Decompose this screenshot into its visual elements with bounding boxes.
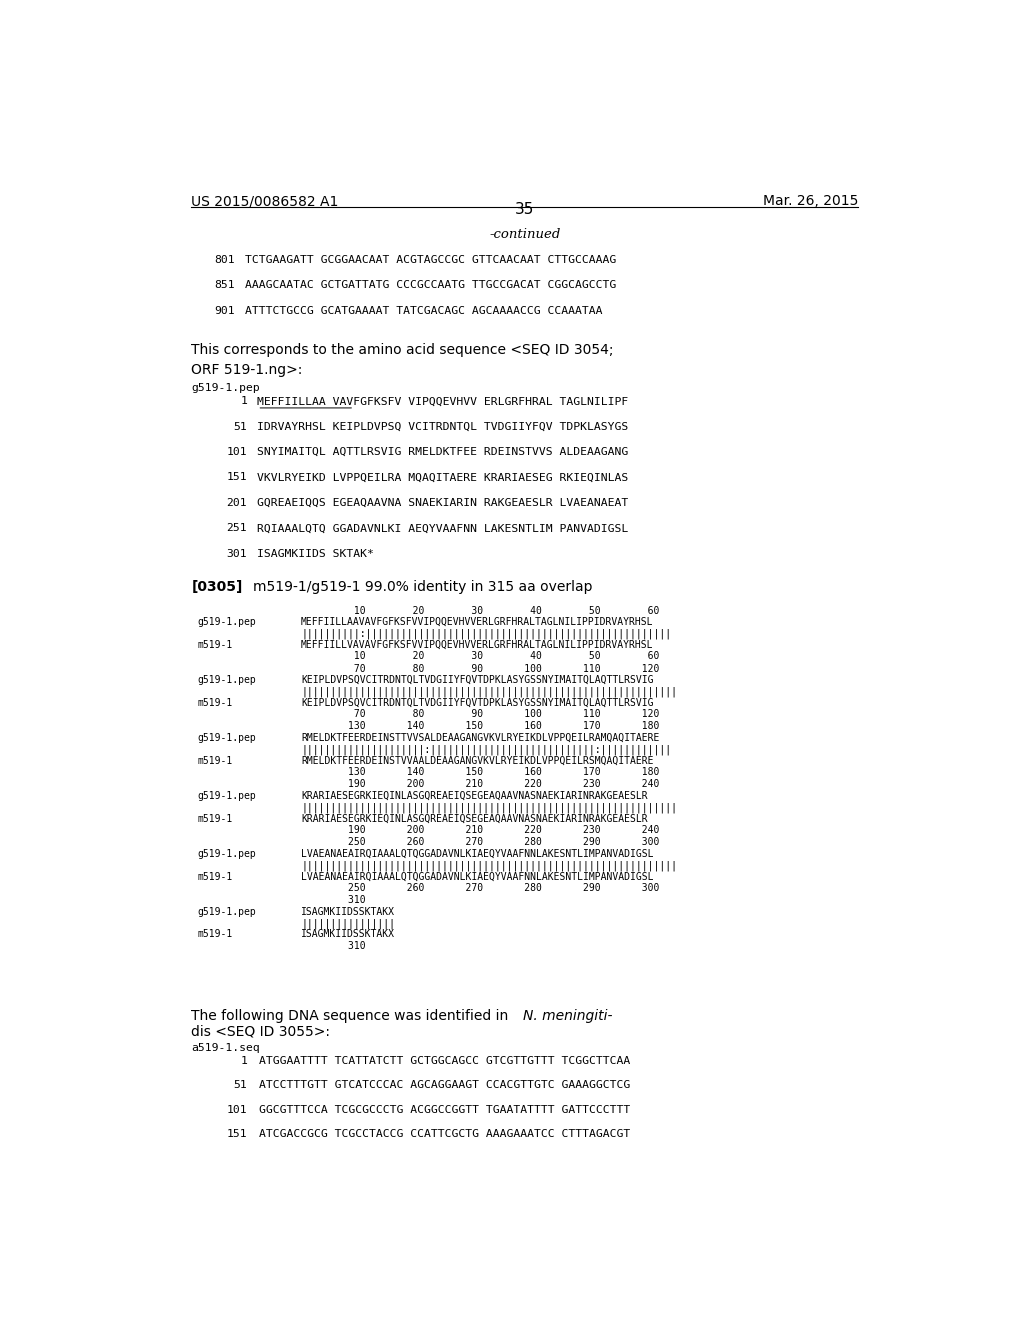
Text: MEFFIILLVAVAVFGFKSFVVIPQQEVHVVERLGRFHRALTAGLNILIPPIDRVAYRHSL: MEFFIILLVAVAVFGFKSFVVIPQQEVHVVERLGRFHRAL… bbox=[301, 640, 653, 649]
Text: ||||||||||||||||: |||||||||||||||| bbox=[301, 917, 395, 928]
Text: 101: 101 bbox=[226, 447, 247, 457]
Text: m519-1: m519-1 bbox=[198, 755, 233, 766]
Text: 1: 1 bbox=[241, 1056, 247, 1065]
Text: MEFFIILLAAVAVFGFKSFVVIPQQEVHVVERLGRFHRALTAGLNILIPPIDRVAYRHSL: MEFFIILLAAVAVFGFKSFVVIPQQEVHVVERLGRFHRAL… bbox=[301, 616, 653, 627]
Text: ATCCTTTGTT GTCATCCCAC AGCAGGAAGT CCACGTTGTC GAAAGGCTCG: ATCCTTTGTT GTCATCCCAC AGCAGGAAGT CCACGTT… bbox=[259, 1080, 630, 1090]
Text: g519-1.pep: g519-1.pep bbox=[191, 383, 260, 393]
Text: RMELDKTFEERDEINSTVVAALDEAAGANGVKVLRYEIKDLVPPQEILRSMQAQITAERE: RMELDKTFEERDEINSTVVAALDEAAGANGVKVLRYEIKD… bbox=[301, 755, 653, 766]
Text: [0305]: [0305] bbox=[191, 581, 243, 594]
Text: LVAEANAEAIRQIAAALQTQGGADAVNLKIAEQYVAAFNNLAKESNTLIMPANVADIGSL: LVAEANAEAIRQIAAALQTQGGADAVNLKIAEQYVAAFNN… bbox=[301, 849, 653, 859]
Text: 70        80        90       100       110       120: 70 80 90 100 110 120 bbox=[301, 709, 659, 719]
Text: |||||||||||||||||||||:||||||||||||||||||||||||||||:||||||||||||: |||||||||||||||||||||:||||||||||||||||||… bbox=[301, 744, 671, 755]
Text: TCTGAAGATT GCGGAACAAT ACGTAGCCGC GTTCAACAAT CTTGCCAAAG: TCTGAAGATT GCGGAACAAT ACGTAGCCGC GTTCAAC… bbox=[246, 255, 616, 265]
Text: 201: 201 bbox=[226, 498, 247, 508]
Text: g519-1.pep: g519-1.pep bbox=[198, 791, 257, 801]
Text: 190       200       210       220       230       240: 190 200 210 220 230 240 bbox=[301, 825, 659, 836]
Text: 10        20        30        40        50        60: 10 20 30 40 50 60 bbox=[301, 606, 659, 615]
Text: RMELDKTFEERDEINSTTVVSALDEAAGANGVKVLRYEIKDLVPPQEILRAMQAQITAERE: RMELDKTFEERDEINSTTVVSALDEAAGANGVKVLRYEIK… bbox=[301, 733, 659, 743]
Text: 101: 101 bbox=[226, 1105, 247, 1114]
Text: KRARIAESEGRKIEQINLASGQREAEIQSEGEAQAAVNASNAEKIARINRAKGEAESLR: KRARIAESEGRKIEQINLASGQREAEIQSEGEAQAAVNAS… bbox=[301, 791, 647, 801]
Text: 1: 1 bbox=[241, 396, 247, 407]
Text: ||||||||||||||||||||||||||||||||||||||||||||||||||||||||||||||||: ||||||||||||||||||||||||||||||||||||||||… bbox=[301, 803, 677, 813]
Text: 250       260       270       280       290       300: 250 260 270 280 290 300 bbox=[301, 883, 659, 892]
Text: The following DNA sequence was identified in: The following DNA sequence was identifie… bbox=[191, 1008, 513, 1023]
Text: m519-1: m519-1 bbox=[198, 871, 233, 882]
Text: ATTTCTGCCG GCATGAAAAT TATCGACAGC AGCAAAACCG CCAAATAA: ATTTCTGCCG GCATGAAAAT TATCGACAGC AGCAAAA… bbox=[246, 306, 603, 315]
Text: SNYIMAITQL AQTTLRSVIG RMELDKTFEE RDEINSTVVS ALDEAAGANG: SNYIMAITQL AQTTLRSVIG RMELDKTFEE RDEINST… bbox=[257, 447, 629, 457]
Text: 310: 310 bbox=[301, 895, 366, 906]
Text: 130       140       150       160       170       180: 130 140 150 160 170 180 bbox=[301, 767, 659, 777]
Text: 251: 251 bbox=[226, 523, 247, 533]
Text: 51: 51 bbox=[233, 421, 247, 432]
Text: ATCGACCGCG TCGCCTACCG CCATTCGCTG AAAGAAATCC CTTTAGACGT: ATCGACCGCG TCGCCTACCG CCATTCGCTG AAAGAAA… bbox=[259, 1129, 630, 1139]
Text: g519-1.pep: g519-1.pep bbox=[198, 849, 257, 859]
Text: This corresponds to the amino acid sequence <SEQ ID 3054;
ORF 519-1.ng>:: This corresponds to the amino acid seque… bbox=[191, 343, 614, 378]
Text: g519-1.pep: g519-1.pep bbox=[198, 616, 257, 627]
Text: 851: 851 bbox=[214, 280, 236, 290]
Text: m519-1: m519-1 bbox=[198, 698, 233, 708]
Text: ||||||||||:||||||||||||||||||||||||||||||||||||||||||||||||||||: ||||||||||:|||||||||||||||||||||||||||||… bbox=[301, 628, 671, 639]
Text: ATGGAATTTT TCATTATCTT GCTGGCAGCC GTCGTTGTTT TCGGCTTCAA: ATGGAATTTT TCATTATCTT GCTGGCAGCC GTCGTTG… bbox=[259, 1056, 630, 1065]
Text: 70        80        90       100       110       120: 70 80 90 100 110 120 bbox=[301, 664, 659, 673]
Text: 151: 151 bbox=[226, 1129, 247, 1139]
Text: Mar. 26, 2015: Mar. 26, 2015 bbox=[763, 194, 858, 209]
Text: KEIPLDVPSQVCITRDNTQLTVDGIIYFQVTDPKLASYGSSNYIMAITQLAQTTLRSVIG: KEIPLDVPSQVCITRDNTQLTVDGIIYFQVTDPKLASYGS… bbox=[301, 698, 653, 708]
Text: 35: 35 bbox=[515, 202, 535, 216]
Text: MEFFIILLAA VAVFGFKSFV VIPQQEVHVV ERLGRFHRAL TAGLNILIPF: MEFFIILLAA VAVFGFKSFV VIPQQEVHVV ERLGRFH… bbox=[257, 396, 629, 407]
Text: KEIPLDVPSQVCITRDNTQLTVDGIIYFQVTDPKLASYGSSNYIMAITQLAQTTLRSVIG: KEIPLDVPSQVCITRDNTQLTVDGIIYFQVTDPKLASYGS… bbox=[301, 675, 653, 685]
Text: m519-1: m519-1 bbox=[198, 640, 233, 649]
Text: ||||||||||||||||||||||||||||||||||||||||||||||||||||||||||||||||: ||||||||||||||||||||||||||||||||||||||||… bbox=[301, 861, 677, 871]
Text: 250       260       270       280       290       300: 250 260 270 280 290 300 bbox=[301, 837, 659, 847]
Text: VKVLRYEIKD LVPPQEILRA MQAQITAERE KRARIAESEG RKIEQINLAS: VKVLRYEIKD LVPPQEILRA MQAQITAERE KRARIAE… bbox=[257, 473, 629, 483]
Text: GGCGTTTCCA TCGCGCCCTG ACGGCCGGTT TGAATATTTT GATTCCCTTT: GGCGTTTCCA TCGCGCCCTG ACGGCCGGTT TGAATAT… bbox=[259, 1105, 630, 1114]
Text: 310: 310 bbox=[301, 941, 366, 950]
Text: m519-1/g519-1 99.0% identity in 315 aa overlap: m519-1/g519-1 99.0% identity in 315 aa o… bbox=[253, 581, 592, 594]
Text: 901: 901 bbox=[214, 306, 236, 315]
Text: LVAEANAEAIRQIAAALQTQGGADAVNLKIAEQYVAAFNNLAKESNTLIMPANVADIGSL: LVAEANAEAIRQIAAALQTQGGADAVNLKIAEQYVAAFNN… bbox=[301, 871, 653, 882]
Text: 10        20        30        40        50        60: 10 20 30 40 50 60 bbox=[301, 651, 659, 661]
Text: g519-1.pep: g519-1.pep bbox=[198, 907, 257, 916]
Text: m519-1: m519-1 bbox=[198, 929, 233, 940]
Text: -continued: -continued bbox=[489, 227, 560, 240]
Text: ISAGMKIIDSSKTAKX: ISAGMKIIDSSKTAKX bbox=[301, 929, 395, 940]
Text: g519-1.pep: g519-1.pep bbox=[198, 733, 257, 743]
Text: 151: 151 bbox=[226, 473, 247, 483]
Text: m519-1: m519-1 bbox=[198, 813, 233, 824]
Text: 130       140       150       160       170       180: 130 140 150 160 170 180 bbox=[301, 722, 659, 731]
Text: 801: 801 bbox=[214, 255, 236, 265]
Text: dis <SEQ ID 3055>:: dis <SEQ ID 3055>: bbox=[191, 1024, 331, 1039]
Text: AAAGCAATAC GCTGATTATG CCCGCCAATG TTGCCGACAT CGGCAGCCTG: AAAGCAATAC GCTGATTATG CCCGCCAATG TTGCCGA… bbox=[246, 280, 616, 290]
Text: US 2015/0086582 A1: US 2015/0086582 A1 bbox=[191, 194, 339, 209]
Text: ISAGMKIIDSSKTAKX: ISAGMKIIDSSKTAKX bbox=[301, 907, 395, 916]
Text: KRARIAESEGRKIEQINLASGQREAEIQSEGEAQAAVNASNAEKIARINRAKGEAESLR: KRARIAESEGRKIEQINLASGQREAEIQSEGEAQAAVNAS… bbox=[301, 813, 647, 824]
Text: 190       200       210       220       230       240: 190 200 210 220 230 240 bbox=[301, 779, 659, 789]
Text: ||||||||||||||||||||||||||||||||||||||||||||||||||||||||||||||||: ||||||||||||||||||||||||||||||||||||||||… bbox=[301, 686, 677, 697]
Text: IDRVAYRHSL KEIPLDVPSQ VCITRDNTQL TVDGIIYFQV TDPKLASYGS: IDRVAYRHSL KEIPLDVPSQ VCITRDNTQL TVDGIIY… bbox=[257, 421, 629, 432]
Text: RQIAAALQTQ GGADAVNLKI AEQYVAAFNN LAKESNTLIM PANVADIGSL: RQIAAALQTQ GGADAVNLKI AEQYVAAFNN LAKESNT… bbox=[257, 523, 629, 533]
Text: g519-1.pep: g519-1.pep bbox=[198, 675, 257, 685]
Text: ISAGMKIIDS SKTAK*: ISAGMKIIDS SKTAK* bbox=[257, 549, 374, 558]
Text: N. meningiti-: N. meningiti- bbox=[523, 1008, 612, 1023]
Text: 301: 301 bbox=[226, 549, 247, 558]
Text: 51: 51 bbox=[233, 1080, 247, 1090]
Text: GQREAEIQQS EGEAQAAVNA SNAEKIARIN RAKGEAESLR LVAEANAEAT: GQREAEIQQS EGEAQAAVNA SNAEKIARIN RAKGEAE… bbox=[257, 498, 629, 508]
Text: a519-1.seq: a519-1.seq bbox=[191, 1043, 260, 1052]
